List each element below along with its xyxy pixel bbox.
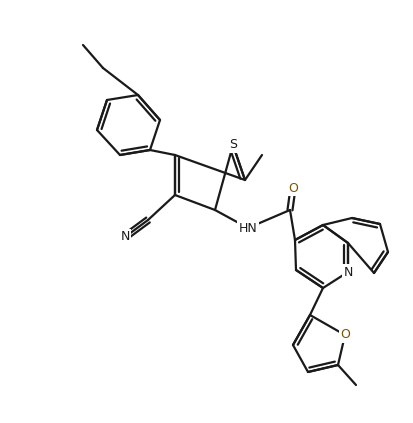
Text: S: S bbox=[229, 138, 237, 151]
Text: N: N bbox=[120, 231, 130, 244]
Text: O: O bbox=[288, 181, 298, 195]
Text: HN: HN bbox=[239, 222, 257, 234]
Text: O: O bbox=[340, 329, 350, 341]
Text: N: N bbox=[343, 266, 353, 278]
